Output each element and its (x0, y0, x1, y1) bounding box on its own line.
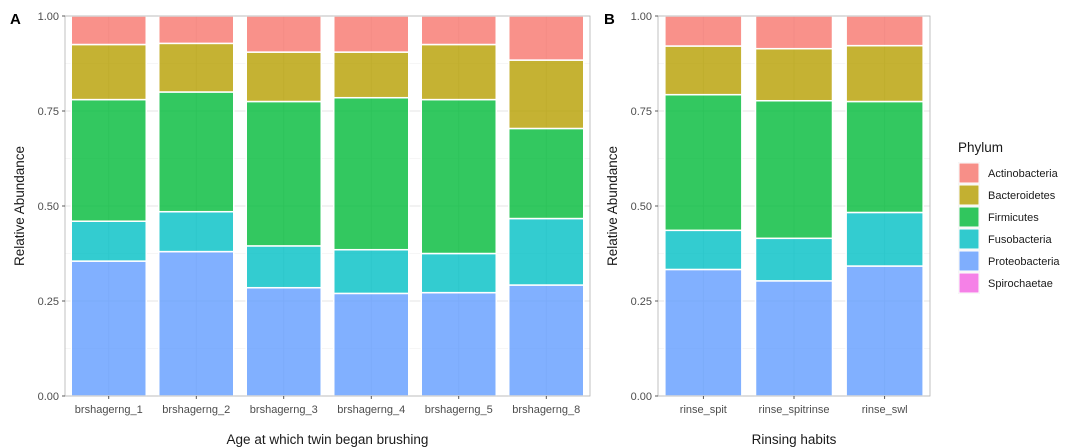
bar-segment-bacteroidetes (845, 44, 924, 103)
bar-segment-firmicutes (664, 93, 743, 232)
bar-segment-actinobacteria (245, 15, 322, 53)
bar-segment-actinobacteria (158, 15, 235, 45)
bar-segment-fusobacteria (664, 229, 743, 271)
bar-segment-firmicutes (158, 91, 235, 213)
x-tick-label: brshagerng_2 (162, 404, 230, 416)
bar-segment-bacteroidetes (420, 43, 497, 101)
bar-segment-firmicutes (245, 100, 322, 247)
bar-segment-fusobacteria (754, 237, 834, 282)
y-tick-label: 0.50 (631, 201, 652, 213)
x-tick-label: brshagerng_4 (337, 404, 405, 416)
bar-segment-bacteroidetes (333, 51, 410, 99)
bar-segment-bacteroidetes (508, 59, 585, 130)
legend-swatch-proteobacteria (958, 250, 980, 272)
bar-segment-actinobacteria (420, 15, 497, 46)
bar-segment-proteobacteria (245, 286, 322, 397)
x-tick-label: brshagerng_1 (75, 404, 143, 416)
x-tick-label: brshagerng_5 (425, 404, 493, 416)
bar-segment-bacteroidetes (754, 47, 834, 102)
y-tick-label: 0.75 (38, 106, 59, 118)
bar-segment-firmicutes (754, 99, 834, 240)
x-tick-label: brshagerng_8 (512, 404, 580, 416)
y-tick-label: 1.00 (631, 11, 652, 23)
bar-segment-fusobacteria (333, 248, 410, 295)
legend-label: Firmicutes (988, 212, 1039, 224)
y-axis-title: Relative Abundance (605, 146, 620, 266)
bar-segment-bacteroidetes (245, 51, 322, 103)
legend-swatch-spirochaetae (958, 272, 980, 294)
bar-segment-proteobacteria (754, 280, 834, 397)
y-tick-label: 0.00 (38, 391, 59, 403)
bar-segment-bacteroidetes (70, 43, 147, 101)
bar-segment-proteobacteria (845, 265, 924, 397)
x-axis-title: Age at which twin began brushing (227, 432, 429, 447)
bar-segment-proteobacteria (664, 268, 743, 397)
y-tick-label: 0.25 (631, 296, 652, 308)
x-axis-title: Rinsing habits (752, 432, 837, 447)
bar-segment-firmicutes (333, 96, 410, 251)
bar-segment-actinobacteria (664, 15, 743, 47)
x-tick-label: rinse_spitrinse (759, 404, 830, 416)
legend-swatch-actinobacteria (958, 162, 980, 184)
y-tick-label: 0.50 (38, 201, 59, 213)
x-tick-label: rinse_swl (862, 404, 908, 416)
x-tick-label: brshagerng_3 (250, 404, 318, 416)
bar-segment-actinobacteria (70, 15, 147, 46)
y-tick-label: 1.00 (38, 11, 59, 23)
bar-segment-firmicutes (420, 98, 497, 255)
bar-segment-bacteroidetes (158, 42, 235, 93)
panel-a: 0.00 0.25 0.50 0.75 1.00 brshagerng_1 brshager… (10, 11, 591, 447)
y-axis-title: Relative Abundance (12, 146, 27, 266)
bar-segment-proteobacteria (420, 291, 497, 397)
bar-segment-proteobacteria (508, 284, 585, 397)
bar-segment-firmicutes (508, 127, 585, 220)
bar-segment-proteobacteria (333, 292, 410, 397)
bar-segment-fusobacteria (245, 245, 322, 289)
x-tick-label: rinse_spit (680, 404, 727, 416)
panel-label: B (604, 11, 615, 28)
bar-segment-actinobacteria (754, 15, 834, 50)
bar-segment-actinobacteria (845, 15, 924, 47)
bar-segment-proteobacteria (158, 250, 235, 397)
panel-label: A (10, 11, 21, 28)
bar-segment-fusobacteria (70, 220, 147, 262)
legend-label: Proteobacteria (988, 256, 1060, 268)
legend-label: Actinobacteria (988, 168, 1059, 180)
y-tick-label: 0.25 (38, 296, 59, 308)
bar-segment-fusobacteria (845, 211, 924, 267)
legend-label: Bacteroidetes (988, 190, 1056, 202)
legend-label: Spirochaetae (988, 278, 1053, 290)
bar-segment-firmicutes (845, 100, 924, 214)
bar-segment-actinobacteria (333, 15, 410, 53)
bar-segment-bacteroidetes (664, 45, 743, 96)
y-tick-label: 0.75 (631, 106, 652, 118)
bar-segment-fusobacteria (158, 210, 235, 253)
bar-segment-proteobacteria (70, 260, 147, 397)
legend-swatch-firmicutes (958, 206, 980, 228)
legend-swatch-bacteroidetes (958, 184, 980, 206)
bar-segment-firmicutes (70, 98, 147, 222)
y-tick-label: 0.00 (631, 391, 652, 403)
legend-swatch-fusobacteria (958, 228, 980, 250)
panel-b: 0.00 0.25 0.50 0.75 1.00 rinse_spit rinse_spit… (604, 11, 931, 447)
legend-title: Phylum (958, 140, 1003, 155)
legend-label: Fusobacteria (988, 234, 1052, 246)
bar-segment-actinobacteria (508, 15, 585, 61)
bar-segment-fusobacteria (508, 217, 585, 286)
bar-segment-fusobacteria (420, 252, 497, 294)
legend: Phylum Actinobacteria Bacteroidetes Firmicu… (958, 140, 1060, 294)
